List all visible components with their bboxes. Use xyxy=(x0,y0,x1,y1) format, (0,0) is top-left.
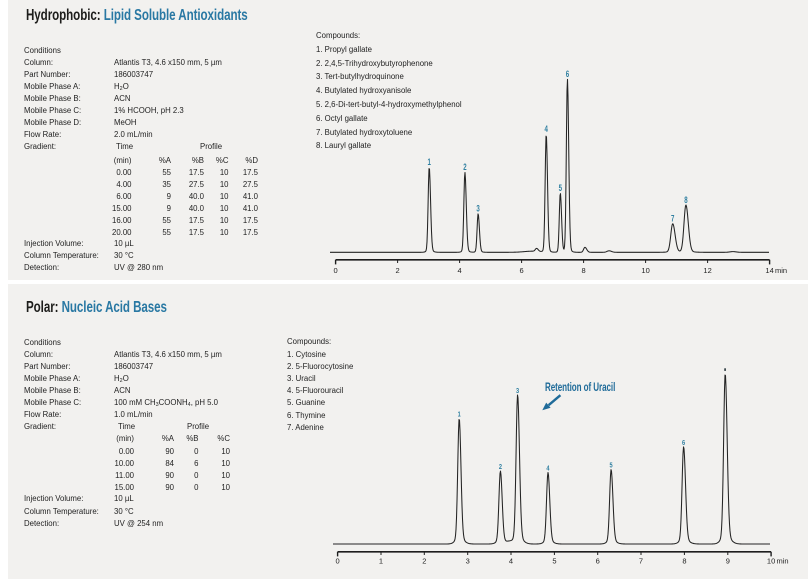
svg-text:min: min xyxy=(777,556,789,565)
svg-text:12: 12 xyxy=(703,266,711,275)
svg-text:9: 9 xyxy=(726,556,730,565)
svg-text:4: 4 xyxy=(458,266,462,275)
svg-text:7: 7 xyxy=(639,556,643,565)
svg-text:2: 2 xyxy=(396,266,400,275)
svg-text:7: 7 xyxy=(671,213,674,224)
svg-text:6: 6 xyxy=(596,556,600,565)
svg-text:1: 1 xyxy=(427,157,431,168)
svg-text:14: 14 xyxy=(765,266,773,275)
svg-text:5: 5 xyxy=(610,462,613,470)
svg-text:1: 1 xyxy=(379,556,383,565)
svg-text:min: min xyxy=(775,266,787,275)
svg-text:8: 8 xyxy=(684,195,688,206)
svg-text:8: 8 xyxy=(582,266,586,275)
svg-text:3: 3 xyxy=(516,387,519,395)
svg-text:3: 3 xyxy=(476,203,479,214)
svg-text:4: 4 xyxy=(546,465,549,473)
svg-text:2: 2 xyxy=(463,162,466,173)
svg-text:2: 2 xyxy=(499,463,502,471)
svg-text:5: 5 xyxy=(552,556,556,565)
svg-text:8: 8 xyxy=(682,556,686,565)
svg-text:6: 6 xyxy=(566,69,569,80)
svg-text:1: 1 xyxy=(458,411,461,419)
svg-text:0: 0 xyxy=(336,556,340,565)
svg-text:6: 6 xyxy=(682,439,685,447)
svg-text:5: 5 xyxy=(559,183,563,194)
svg-text:4: 4 xyxy=(509,556,513,565)
svg-text:6: 6 xyxy=(520,266,524,275)
svg-text:3: 3 xyxy=(466,556,470,565)
svg-text:4: 4 xyxy=(544,124,548,135)
svg-text:0: 0 xyxy=(334,266,338,275)
svg-text:2: 2 xyxy=(422,556,426,565)
svg-text:10: 10 xyxy=(767,556,775,565)
svg-text:10: 10 xyxy=(641,266,649,275)
